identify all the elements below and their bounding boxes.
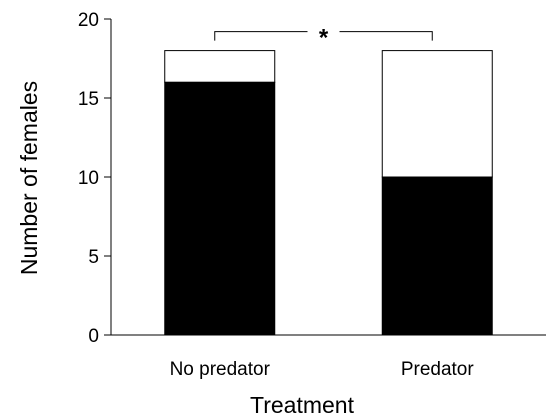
y-tick-label: 5	[88, 247, 99, 268]
significance-star: *	[319, 25, 329, 52]
bar-segment	[164, 50, 276, 83]
y-axis: 0 5 10 15 20	[78, 10, 112, 347]
x-axis-title: Treatment	[250, 392, 355, 418]
y-tick-label: 15	[78, 89, 99, 110]
y-tick-label: 0	[88, 326, 99, 347]
bar-segment	[164, 81, 276, 336]
y-axis-title: Number of females	[16, 81, 42, 275]
bracket-right	[339, 31, 433, 41]
y-tick-label: 20	[78, 10, 99, 31]
x-axis: No predator Predator	[111, 334, 546, 380]
x-tick-label: Predator	[401, 359, 475, 380]
bracket-left	[214, 31, 308, 41]
bar-segment	[381, 50, 493, 178]
significance-annotation: *	[214, 25, 433, 52]
x-tick-label: No predator	[170, 359, 271, 380]
bar-segment	[381, 176, 493, 336]
bars	[164, 50, 493, 336]
y-tick-label: 10	[78, 168, 99, 189]
